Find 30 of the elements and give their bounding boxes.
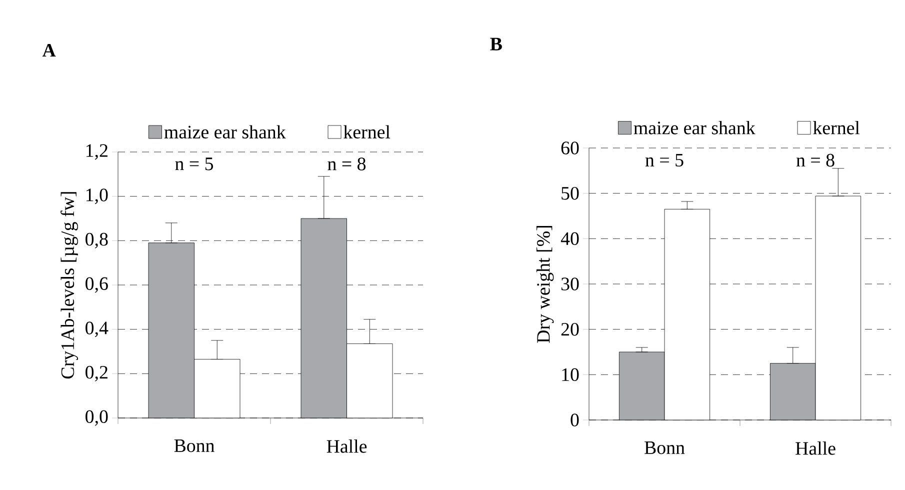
- y-tick-label: 40: [560, 232, 579, 246]
- annotation: n = 8: [328, 158, 366, 170]
- annotation: n = 8: [796, 154, 834, 167]
- legend-label: kernel: [344, 125, 390, 139]
- chart-title: B: [490, 38, 502, 50]
- y-axis-title: Dry weight [%]: [536, 226, 554, 343]
- annotation: n = 5: [175, 158, 214, 170]
- y-tick-label: 1,0: [86, 188, 108, 204]
- y-tick-label: 10: [562, 368, 579, 382]
- annotation: n = 5: [645, 154, 684, 167]
- x-tick-label: Halle: [796, 442, 836, 455]
- y-tick-label: 1,2: [86, 144, 108, 160]
- y-tick-label: 0,8: [86, 232, 108, 248]
- legend-label: maize ear shank: [634, 121, 756, 134]
- y-tick-label: 20: [561, 322, 579, 336]
- y-tick-label: 30: [561, 278, 579, 290]
- y-tick-label: 0,6: [86, 277, 108, 293]
- legend-label: maize ear shank: [164, 125, 286, 139]
- x-tick-label: Bonn: [644, 442, 685, 454]
- y-tick-label: 0,4: [86, 322, 108, 338]
- y-tick-label: 60: [561, 142, 579, 154]
- chart-title: A: [42, 44, 56, 56]
- y-tick-label: 0,2: [86, 366, 108, 382]
- y-tick-label: 0: [570, 414, 579, 426]
- y-tick-label: 0,0: [86, 410, 108, 426]
- legend-label: kernel: [813, 121, 860, 134]
- y-axis-title: Cry1Ab-levels [µg/g fw]: [60, 192, 78, 378]
- x-tick-label: Bonn: [174, 440, 214, 452]
- y-tick-label: 50: [562, 186, 579, 200]
- x-tick-label: Halle: [326, 440, 367, 453]
